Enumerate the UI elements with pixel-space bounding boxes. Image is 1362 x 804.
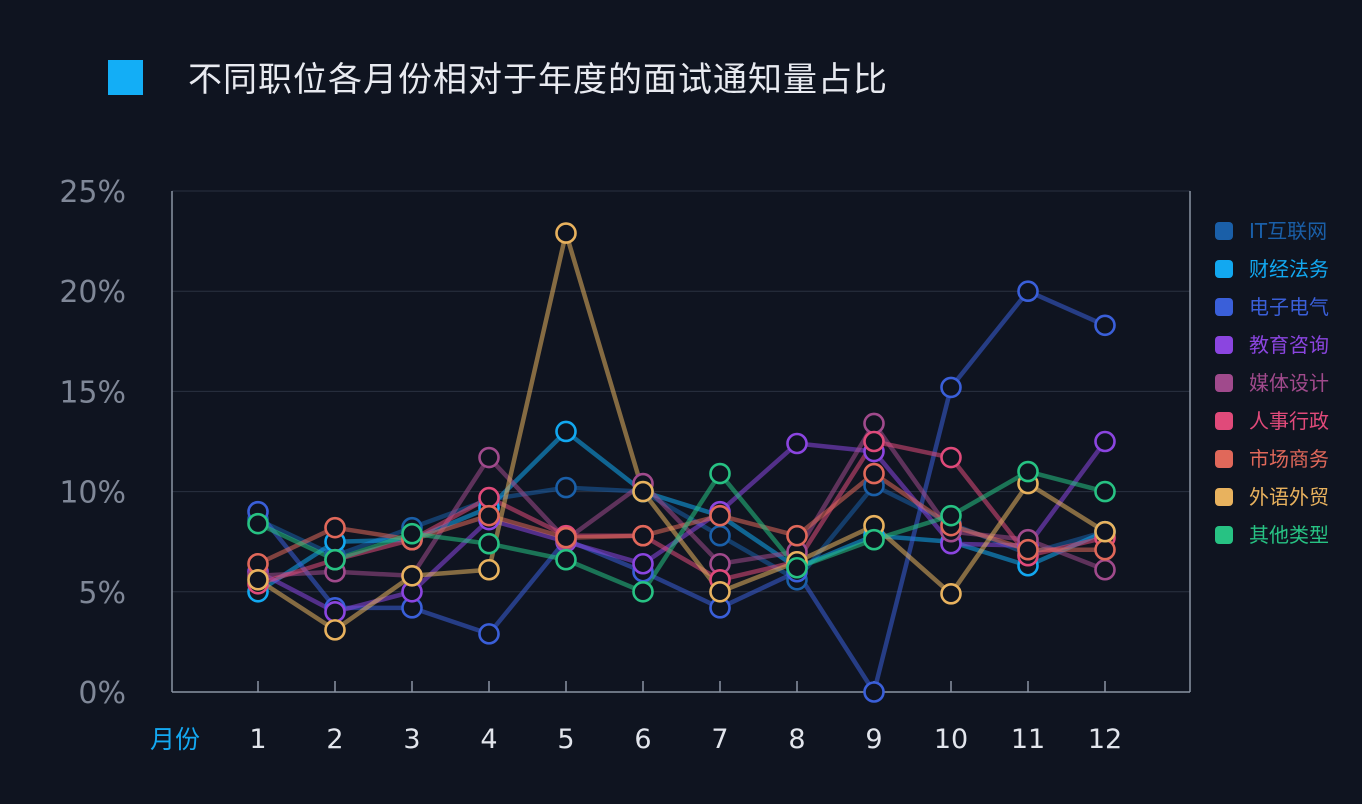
data-point <box>632 580 654 603</box>
data-point <box>863 528 885 551</box>
legend-label: IT互联网 <box>1249 219 1327 243</box>
data-point <box>786 524 808 547</box>
data-point <box>324 619 346 641</box>
data-point <box>1017 460 1039 483</box>
legend-label: 教育咨询 <box>1249 333 1329 357</box>
legend-swatch <box>1215 260 1233 278</box>
y-tick-label: 20% <box>59 275 126 310</box>
data-point <box>478 486 500 509</box>
data-point <box>632 552 654 575</box>
y-tick-label: 25% <box>59 175 126 210</box>
y-tick-label: 5% <box>78 576 126 611</box>
data-point <box>1094 480 1116 503</box>
title-marker <box>108 60 143 95</box>
legend-swatch <box>1215 374 1233 392</box>
data-point <box>401 564 423 587</box>
data-point <box>863 430 885 453</box>
y-tick-label: 10% <box>59 476 126 511</box>
legend-label: 人事行政 <box>1249 409 1329 433</box>
x-tick-label: 10 <box>934 724 968 755</box>
data-point <box>555 476 577 499</box>
data-point <box>555 420 577 443</box>
y-tick-label: 0% <box>78 676 126 711</box>
data-point <box>1094 558 1116 581</box>
data-point <box>940 504 962 527</box>
data-point <box>1094 430 1116 453</box>
data-point <box>478 532 500 555</box>
data-point <box>709 462 731 485</box>
data-point <box>786 556 808 579</box>
data-point <box>555 548 577 571</box>
series-line <box>256 288 1106 695</box>
data-point <box>478 446 500 469</box>
data-point <box>247 568 269 591</box>
series-points <box>247 222 1116 703</box>
x-tick-label: 9 <box>865 724 882 755</box>
x-axis-label: 月份 <box>150 725 200 754</box>
data-point <box>863 681 885 703</box>
x-tick-label: 3 <box>403 724 420 755</box>
legend-label: 财经法务 <box>1249 257 1329 281</box>
x-tick-label: 11 <box>1011 724 1045 755</box>
series-line <box>256 230 1107 633</box>
data-point <box>863 462 885 485</box>
x-tick-label: 12 <box>1088 724 1122 755</box>
data-point <box>478 504 500 527</box>
data-point <box>401 522 423 545</box>
legend-label: 其他类型 <box>1249 523 1329 547</box>
data-point <box>555 526 577 549</box>
legend-label: 市场商务 <box>1249 447 1329 471</box>
legend-swatch <box>1215 222 1233 240</box>
data-point <box>1017 538 1039 561</box>
series-line <box>257 439 1106 586</box>
series-line <box>256 440 1107 615</box>
series-line <box>257 469 1106 595</box>
data-point <box>940 446 962 469</box>
data-point <box>247 512 269 535</box>
legend-label: 电子电气 <box>1249 295 1329 319</box>
chart-title: 不同职位各月份相对于年度的面试通知量占比 <box>188 60 888 100</box>
x-tick-label: 1 <box>249 724 266 755</box>
data-point <box>324 516 346 539</box>
data-point <box>940 583 962 605</box>
series-lines <box>256 230 1107 695</box>
data-point <box>478 623 500 645</box>
data-point <box>709 524 731 547</box>
data-point <box>863 412 885 435</box>
x-tick-label: 6 <box>634 724 651 755</box>
x-tick-label: 2 <box>326 724 343 755</box>
data-point <box>1094 520 1116 543</box>
x-tick-label: 5 <box>557 724 574 755</box>
legend-swatch <box>1215 298 1233 316</box>
x-tick-label: 7 <box>711 724 728 755</box>
x-tick-label: 4 <box>480 724 497 755</box>
data-point <box>1017 280 1039 303</box>
data-point <box>632 524 654 547</box>
legend-swatch <box>1215 412 1233 430</box>
legend-label: 外语外贸 <box>1249 485 1329 509</box>
data-point <box>786 432 808 455</box>
data-point <box>709 504 731 527</box>
legend-swatch <box>1215 488 1233 506</box>
legend-swatch <box>1215 450 1233 468</box>
data-point <box>1094 314 1116 337</box>
data-point <box>555 222 577 244</box>
data-point <box>478 558 500 581</box>
legend-swatch <box>1215 526 1233 544</box>
x-tick-label: 8 <box>788 724 805 755</box>
legend-swatch <box>1215 336 1233 354</box>
legend-label: 媒体设计 <box>1249 371 1329 395</box>
data-point <box>324 601 346 623</box>
data-point <box>709 580 731 603</box>
data-point <box>940 376 962 399</box>
data-point <box>324 548 346 571</box>
data-point <box>632 480 654 503</box>
data-point <box>1094 538 1116 561</box>
y-tick-label: 15% <box>59 375 126 410</box>
